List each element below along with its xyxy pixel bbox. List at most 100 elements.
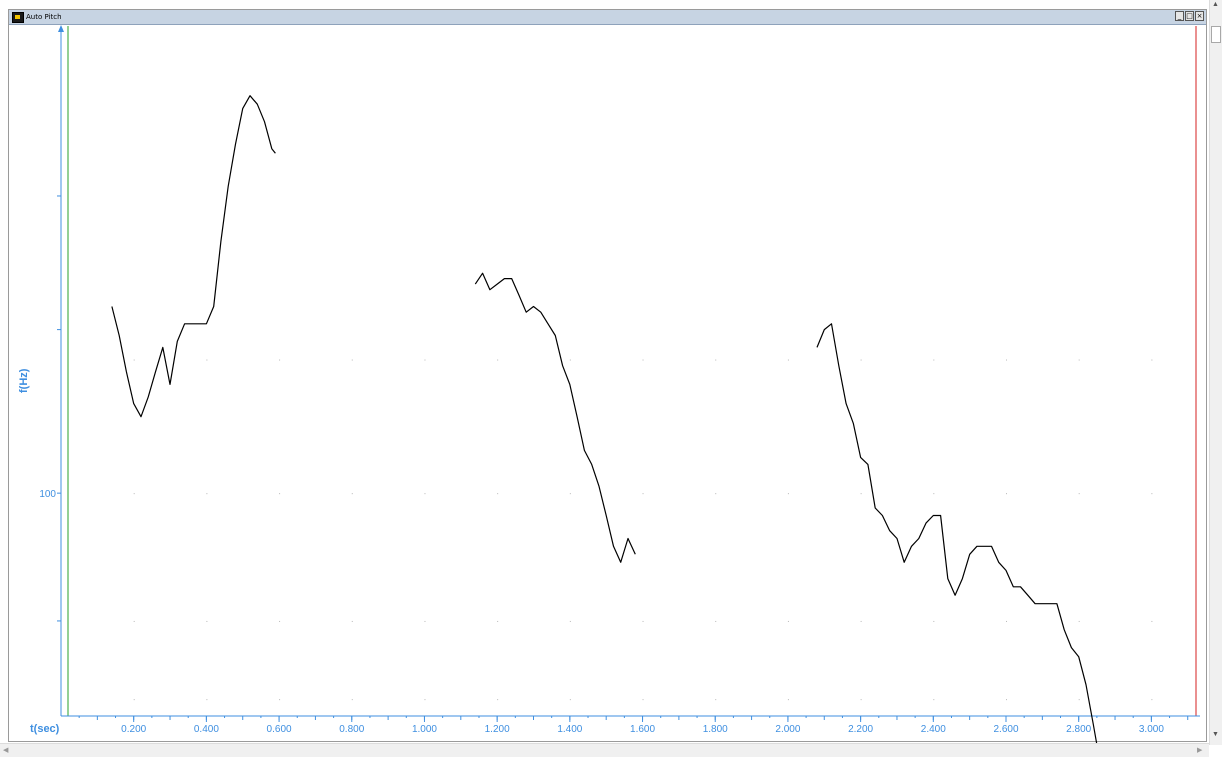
- grid-dot: [133, 359, 135, 361]
- grid-dot: [1078, 620, 1080, 622]
- grid-dot: [787, 699, 789, 701]
- grid-dot: [1151, 620, 1153, 622]
- grid-dot: [715, 493, 717, 495]
- pitch-trace-segment-3: [816, 323, 1098, 743]
- grid-dot: [569, 359, 571, 361]
- x-tick-label: 1.600: [630, 724, 655, 735]
- window-controls: _ □ ×: [1175, 11, 1204, 22]
- vertical-scroll-thumb[interactable]: [1211, 26, 1221, 43]
- x-tick-label: 1.000: [412, 724, 437, 735]
- grid-dot: [351, 620, 353, 622]
- grid-dot: [206, 493, 208, 495]
- grid-dot: [133, 493, 135, 495]
- window-title: Auto Pitch: [26, 13, 62, 21]
- pitch-trace-segment-2: [474, 272, 636, 563]
- vertical-scrollbar[interactable]: ▲ ▼: [1209, 0, 1222, 745]
- grid-dot: [787, 359, 789, 361]
- grid-dot: [497, 359, 499, 361]
- grid-dot: [1006, 493, 1007, 495]
- grid-dot: [1006, 620, 1007, 622]
- grid-dot: [715, 359, 717, 361]
- grid-dot: [860, 359, 862, 361]
- x-axis-ticks: 0.200 0.400 0.600 0.800 1.000 1.200 1.400 1.600…: [78, 716, 1189, 735]
- grid-dot: [351, 493, 353, 495]
- scroll-down-icon[interactable]: ▼: [1212, 731, 1219, 738]
- x-tick-label: 2.200: [848, 724, 873, 735]
- y-axis-arrow: [58, 25, 64, 32]
- grid-dot: [1006, 359, 1007, 361]
- grid-dot: [1151, 699, 1153, 701]
- x-tick-label: 1.800: [703, 724, 728, 735]
- grid-dot: [787, 493, 789, 495]
- grid-dot: [715, 620, 717, 622]
- grid-dot: [642, 493, 644, 495]
- grid-dot: [933, 359, 935, 361]
- x-tick-label: 0.600: [267, 724, 292, 735]
- grid-dot: [1078, 359, 1080, 361]
- grid-dot: [279, 699, 281, 701]
- grid-dot: [860, 620, 862, 622]
- grid-dot: [860, 493, 862, 495]
- grid-dot: [569, 493, 571, 495]
- grid-dot: [642, 620, 644, 622]
- grid-dot: [133, 620, 135, 622]
- grid-dot: [206, 620, 208, 622]
- y-tick-label: 100: [39, 489, 56, 500]
- grid-dot: [424, 359, 426, 361]
- grid-dot: [933, 493, 935, 495]
- plot-window: [8, 9, 1207, 742]
- pitch-trace-segment-1: [111, 95, 276, 418]
- grid-dots: [133, 359, 1153, 701]
- grid-dot: [424, 620, 426, 622]
- grid-dot: [933, 699, 935, 701]
- x-tick-label: 1.200: [485, 724, 510, 735]
- grid-dot: [569, 699, 571, 701]
- x-axis-label: t(sec): [30, 723, 60, 735]
- window-titlebar[interactable]: Auto Pitch _ □ ×: [9, 10, 1206, 25]
- grid-dot: [569, 620, 571, 622]
- grid-dot: [715, 699, 717, 701]
- x-tick-label: 0.200: [121, 724, 146, 735]
- x-tick-label: 1.400: [557, 724, 582, 735]
- grid-dot: [642, 359, 644, 361]
- grid-dot: [279, 359, 281, 361]
- maximize-button[interactable]: □: [1185, 11, 1194, 21]
- grid-dot: [424, 699, 426, 701]
- app-icon: [12, 12, 24, 23]
- x-tick-label: 3.000: [1139, 724, 1164, 735]
- grid-dot: [1078, 493, 1080, 495]
- grid-dot: [351, 699, 353, 701]
- grid-dot: [497, 493, 499, 495]
- minimize-button[interactable]: _: [1175, 11, 1184, 21]
- grid-dot: [1151, 359, 1153, 361]
- scroll-left-icon[interactable]: ◀: [3, 747, 9, 754]
- scroll-up-icon[interactable]: ▲: [1212, 1, 1219, 8]
- grid-dot: [497, 620, 499, 622]
- y-axis-ticks: 100: [39, 195, 61, 622]
- grid-dot: [1006, 699, 1007, 701]
- grid-dot: [787, 620, 789, 622]
- grid-dot: [1078, 699, 1080, 701]
- grid-dot: [642, 699, 644, 701]
- grid-dot: [206, 359, 208, 361]
- close-button[interactable]: ×: [1195, 11, 1204, 21]
- x-tick-label: 2.800: [1066, 724, 1091, 735]
- x-tick-label: 2.600: [993, 724, 1018, 735]
- scroll-right-icon[interactable]: ▶: [1197, 747, 1203, 754]
- pitch-traces: [111, 95, 1098, 743]
- grid-dot: [1151, 493, 1153, 495]
- grid-dot: [206, 699, 208, 701]
- grid-dot: [133, 699, 135, 701]
- x-tick-label: 2.000: [775, 724, 800, 735]
- pitch-plot: 0.200 0.400 0.600 0.800 1.000 1.200 1.400 1.600…: [39, 25, 1200, 743]
- grid-dot: [497, 699, 499, 701]
- x-tick-label: 0.800: [339, 724, 364, 735]
- grid-dot: [424, 493, 426, 495]
- grid-dot: [279, 620, 281, 622]
- horizontal-scrollbar[interactable]: ◀ ▶: [0, 743, 1209, 757]
- x-tick-label: 0.400: [194, 724, 219, 735]
- grid-dot: [279, 493, 281, 495]
- grid-dot: [860, 699, 862, 701]
- grid-dot: [351, 359, 353, 361]
- grid-dot: [933, 620, 935, 622]
